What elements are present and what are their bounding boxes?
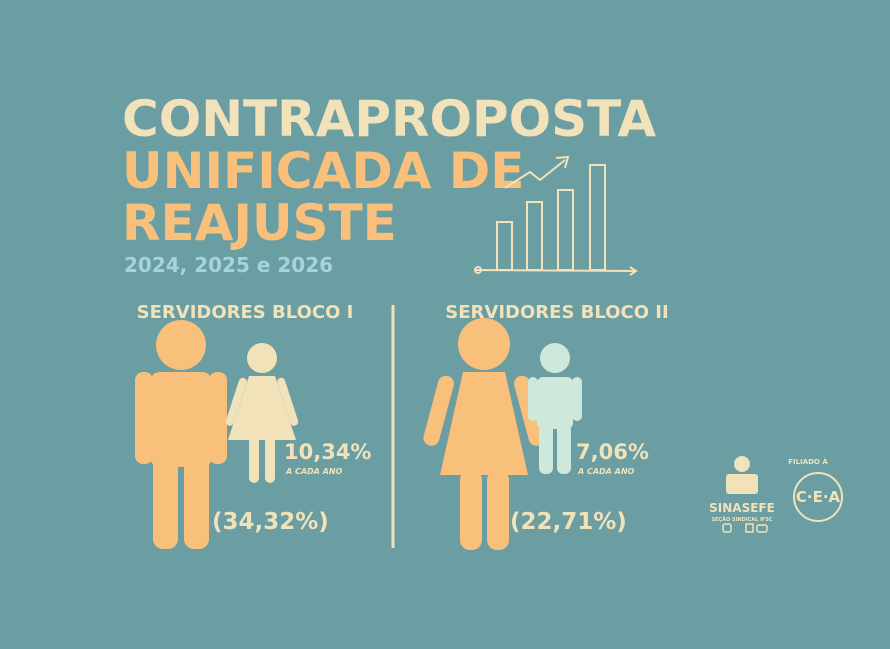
block-label: SERVIDORES BLOCO II (445, 302, 668, 323)
affiliation: FILIADO À (788, 457, 828, 466)
title-line: CONTRAPROPOSTA (122, 90, 656, 148)
man-figure (135, 320, 227, 549)
woman-figure (225, 343, 299, 483)
title-line: UNIFICADA DE (122, 142, 524, 200)
total-rate: (22,71%) (510, 509, 627, 535)
woman-figure (423, 318, 545, 550)
total-rate: (34,32%) (212, 509, 329, 535)
union-name: SINASEFE (709, 501, 775, 515)
union-sub: SEÇÃO SINDICAL IFSC (711, 516, 773, 523)
annual-rate: 7,06% (576, 440, 649, 464)
man-figure (528, 343, 582, 474)
affiliate-logo (793, 472, 843, 522)
union-logo (726, 456, 758, 494)
annual-rate: 10,34% (284, 440, 371, 464)
years: 2024, 2025 e 2026 (124, 253, 333, 277)
annual-note: A CADA ANO (577, 467, 635, 476)
chart-sketch (474, 155, 638, 276)
social-icons (722, 523, 768, 533)
annual-note: A CADA ANO (285, 467, 343, 476)
affiliate-name: C·E·A (796, 488, 841, 506)
block-label: SERVIDORES BLOCO I (137, 302, 354, 323)
title-line: REAJUSTE (122, 194, 397, 252)
